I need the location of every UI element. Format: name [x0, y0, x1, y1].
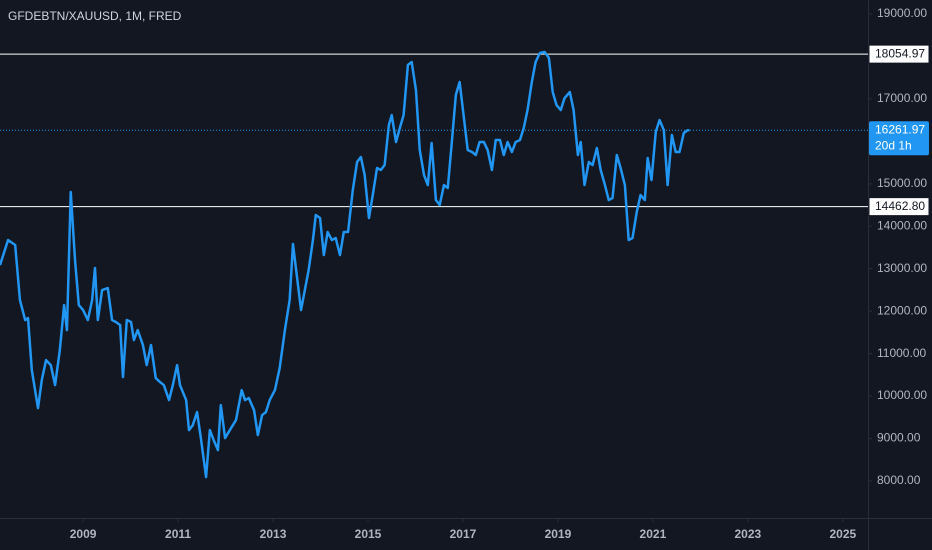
- y-tick-label: 12000.00: [877, 303, 927, 317]
- x-tick-label: 2011: [165, 527, 191, 541]
- price-label: 14462.80: [875, 199, 925, 213]
- countdown-label: 20d 1h: [875, 138, 912, 152]
- y-tick-label: 11000.00: [877, 346, 926, 360]
- y-tick-label: 8000.00: [877, 473, 921, 487]
- y-tick-label: 14000.00: [877, 218, 927, 232]
- y-tick-label: 10000.00: [877, 388, 927, 402]
- current-price-label: 16261.97: [875, 122, 925, 136]
- x-tick-label: 2023: [735, 527, 762, 541]
- y-tick-label: 13000.00: [877, 261, 927, 275]
- price-label-box: [868, 197, 930, 217]
- y-tick-label: 19000.00: [877, 6, 927, 20]
- x-tick-label: 2019: [545, 527, 572, 541]
- y-tick-label: 9000.00: [877, 431, 921, 445]
- x-tick-label: 2015: [355, 527, 382, 541]
- current-price-box: [869, 121, 929, 156]
- x-tick-label: 2021: [640, 527, 667, 541]
- x-tick-label: 2017: [450, 527, 477, 541]
- x-tick-label: 2025: [829, 527, 856, 541]
- y-tick-label: 17000.00: [877, 91, 927, 105]
- chart-title: GFDEBTN/XAUUSD, 1M, FRED: [8, 9, 182, 23]
- x-tick-label: 2013: [260, 527, 287, 541]
- y-tick-label: 15000.00: [877, 176, 927, 190]
- price-label: 18054.97: [875, 46, 925, 60]
- price-label-box: [868, 44, 930, 64]
- x-tick-label: 2009: [70, 527, 97, 541]
- price-line: [0, 50, 690, 479]
